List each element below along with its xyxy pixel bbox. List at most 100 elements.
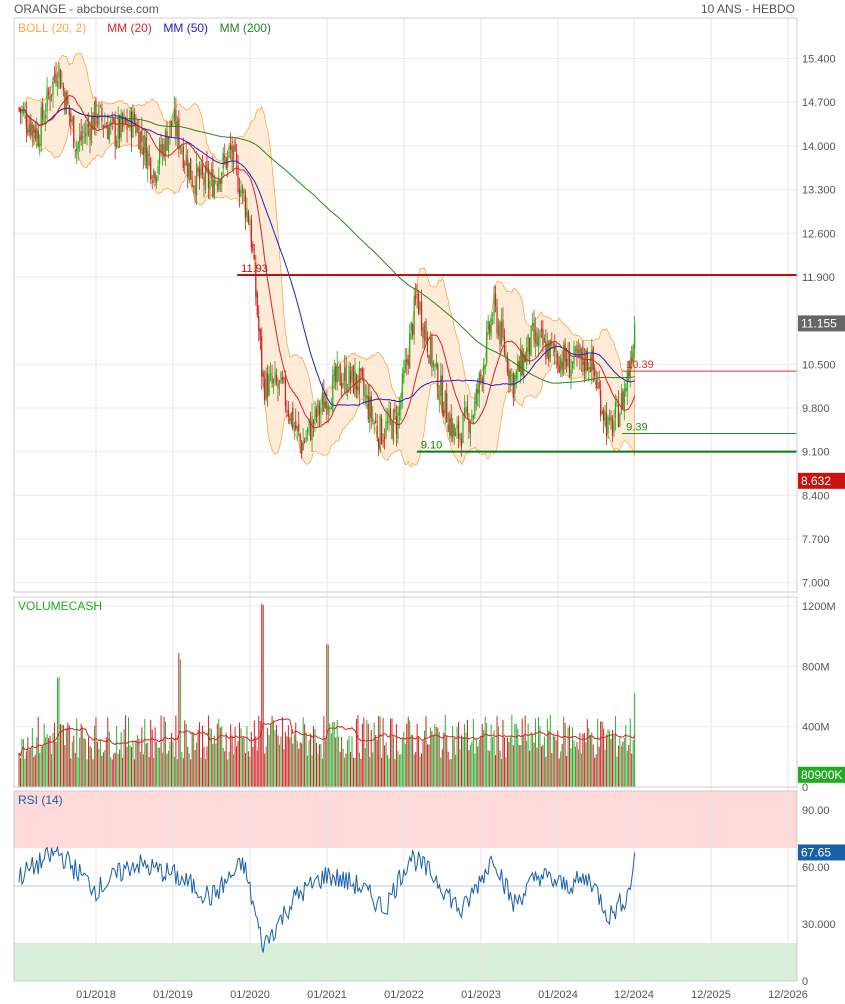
candle-body (344, 367, 346, 381)
candle-body (24, 110, 26, 113)
candle-body (355, 373, 358, 390)
candle-body (447, 424, 449, 433)
candle-body (432, 361, 434, 367)
candle-body (55, 74, 57, 84)
candle-body (132, 111, 134, 138)
candle-body (471, 415, 473, 421)
candle-body (120, 113, 122, 138)
candle-body (490, 319, 492, 337)
candle-body (40, 107, 42, 146)
candle-body (318, 404, 321, 416)
x-tick-label: 01/2021 (307, 989, 347, 1001)
level-line-label: 10.39 (626, 359, 654, 371)
candle-body (352, 365, 355, 393)
candle-body (107, 125, 109, 139)
candle-body (592, 347, 594, 371)
candle-body (339, 364, 341, 386)
candle-body (34, 129, 36, 139)
candle-body (561, 361, 563, 369)
candle-body (59, 69, 62, 89)
candle-body (534, 330, 537, 344)
candle-body (259, 329, 261, 341)
candle-body (299, 434, 301, 442)
candle-body (496, 306, 498, 334)
candle-body (204, 165, 207, 190)
candle-body (428, 355, 430, 364)
last-rsi-badge-bg (798, 844, 845, 861)
candle-body (203, 176, 205, 185)
price-tick-label: 9.800 (802, 403, 830, 415)
candle-body (270, 373, 272, 376)
legend-entry: BOLL (20, 2) (18, 21, 86, 35)
price-tick-label: 7.700 (802, 534, 830, 546)
candle-body (601, 412, 603, 414)
candle-body (170, 120, 173, 127)
legend-entry: MM (20) (107, 21, 152, 35)
chart-period-label: 10 ANS - HEBDO (700, 2, 795, 16)
candle-body (398, 406, 400, 416)
x-tick-label: 01/2024 (538, 989, 578, 1001)
candle-body (188, 162, 190, 182)
candle-body (573, 346, 575, 364)
candle-body (45, 114, 47, 118)
candle-body (224, 155, 226, 158)
candle-body (455, 431, 457, 437)
candle-body (243, 190, 245, 194)
candle-body (469, 422, 471, 435)
candle-body (298, 424, 300, 432)
candle-body (308, 418, 310, 428)
candle-body (466, 406, 469, 415)
candle-body (135, 122, 137, 134)
candle-body (302, 441, 304, 451)
candle-body (262, 372, 264, 378)
candle-body (264, 378, 266, 400)
candle-body (617, 401, 619, 427)
candle-body (401, 373, 403, 399)
candle-body (53, 74, 56, 77)
candle-body (241, 185, 244, 193)
candle-body (293, 425, 295, 427)
candle-body (481, 377, 483, 383)
candle-body (301, 442, 303, 455)
candle-body (110, 121, 112, 127)
candle-body (80, 131, 82, 141)
candle-body (415, 295, 417, 299)
candle-body (324, 401, 326, 408)
candle-body (201, 165, 204, 175)
candle-body (403, 370, 405, 379)
candle-body (249, 223, 251, 225)
candle-body (388, 410, 390, 424)
candle-body (540, 327, 543, 332)
candle-body (438, 397, 440, 400)
candle-body (452, 422, 454, 439)
candle-body (502, 319, 504, 337)
candle-body (608, 417, 611, 422)
candle-body (206, 161, 208, 171)
candle-body (426, 337, 429, 353)
candle-body (234, 141, 236, 152)
candle-body (178, 118, 180, 150)
price-tick-label: 12.600 (802, 228, 836, 240)
candle-body (153, 169, 155, 178)
candle-body (552, 343, 554, 346)
candle-body (434, 364, 436, 366)
candle-body (268, 375, 270, 395)
candle-body (18, 107, 20, 109)
candle-body (25, 114, 27, 130)
candle-body (462, 414, 464, 443)
candle-body (295, 421, 297, 430)
rsi-line (18, 845, 636, 953)
candle-body (90, 116, 93, 143)
candle-body (604, 411, 606, 425)
candle-body (603, 410, 605, 421)
candle-body (145, 137, 147, 168)
candle-body (39, 143, 41, 147)
candle-body (255, 262, 257, 297)
candle-body (370, 396, 372, 418)
candle-body (548, 340, 550, 361)
candle-body (557, 352, 559, 365)
candle-body (150, 158, 152, 180)
candle-body (360, 368, 362, 372)
candle-body (89, 127, 91, 140)
